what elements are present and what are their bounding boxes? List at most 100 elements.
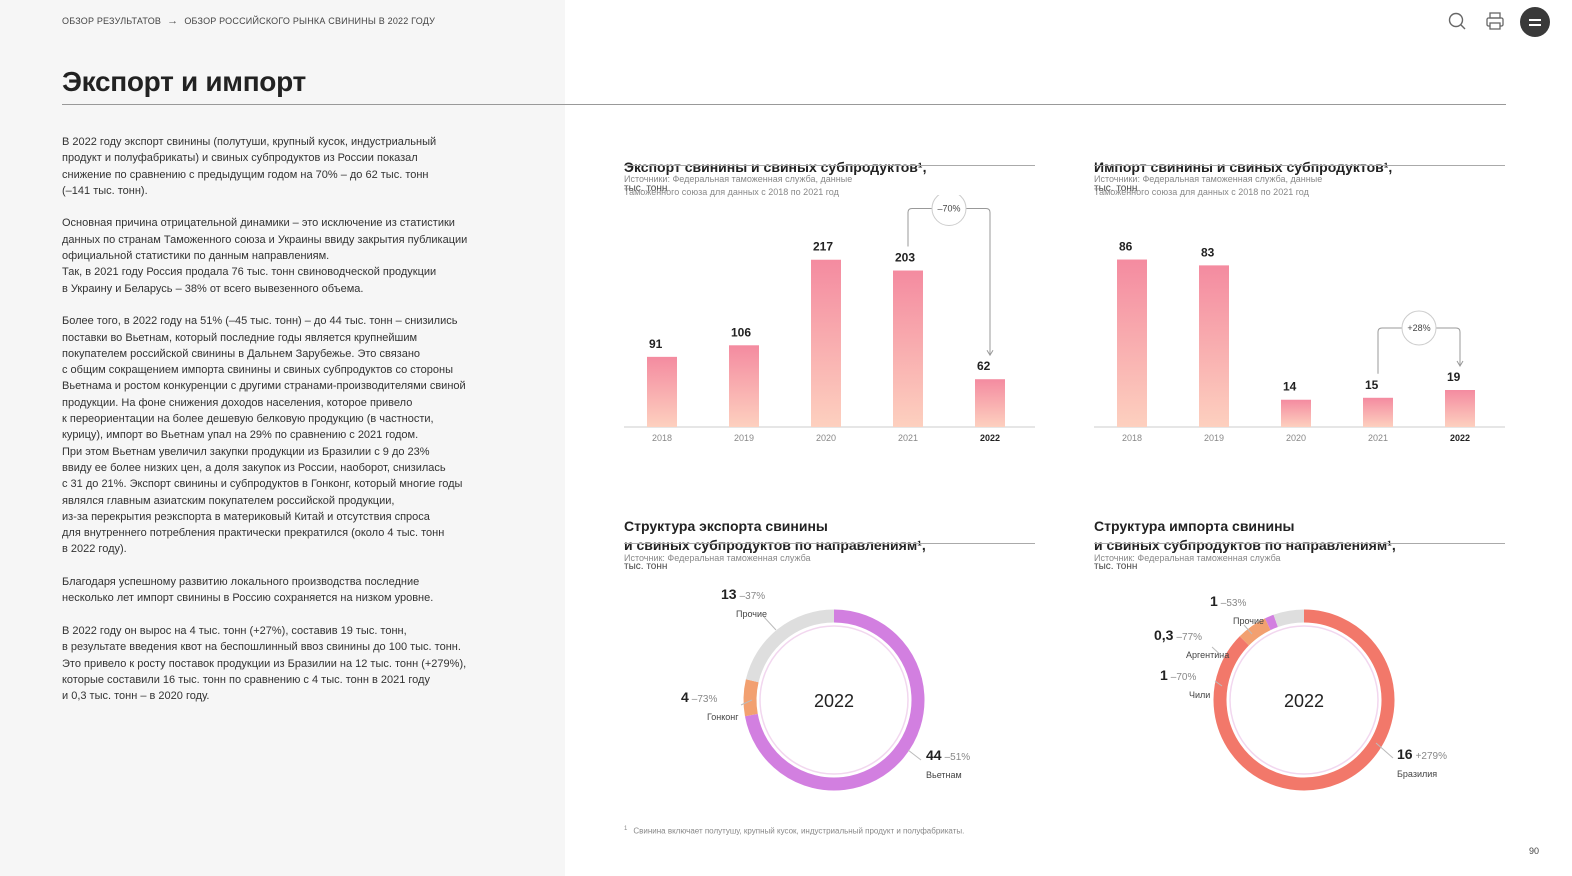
- leader-line: [1211, 646, 1225, 659]
- donut-center-label: 2022: [814, 691, 854, 711]
- slice-value: 16: [1397, 746, 1413, 762]
- export-structure-title-text: Структура экспорта свинины и свиных субп…: [624, 518, 926, 553]
- donut-center-label: 2022: [1284, 691, 1324, 711]
- donut-inner-ring: [1229, 625, 1379, 775]
- slice-value: 1: [1160, 667, 1168, 683]
- arrow-down-icon: [1456, 360, 1464, 367]
- change-label: –70%: [937, 204, 960, 214]
- donut-slice-Чили: [1239, 618, 1271, 646]
- slice-name-label: Гонконг: [707, 712, 739, 722]
- leader-line: [1214, 680, 1223, 687]
- x-tick-label: 2020: [1286, 433, 1306, 443]
- export-bar-chart: 91 2018 106 2019 217 2020 203 2021 62 2022 –70%: [624, 195, 1035, 443]
- x-tick-label: 2019: [1204, 433, 1224, 443]
- print-icon[interactable]: [1484, 10, 1506, 32]
- body-text: В 2022 году экспорт свинины (полутуши, к…: [62, 134, 507, 721]
- slice-value-label: 44 –51%: [926, 747, 970, 763]
- leader-line: [1243, 624, 1253, 635]
- slice-value: 44: [926, 747, 942, 763]
- donut-slice-Прочие: [1273, 609, 1305, 628]
- left-panel-background: [0, 0, 565, 876]
- import-bar-chart: 86 2018 83 2019 14 2020 15 2021 19 2022 +28%: [1094, 240, 1505, 443]
- bar-value-label: 83: [1201, 245, 1215, 259]
- footnote-mark: 1: [624, 826, 628, 832]
- slice-change: –73%: [692, 694, 718, 705]
- breadcrumb: ОБЗОР РЕЗУЛЬТАТОВ → ОБЗОР РОССИЙСКОГО РЫ…: [62, 15, 435, 27]
- export-chart-unit: тыс. тонн: [624, 183, 668, 194]
- slice-name-label: Прочие: [1233, 616, 1264, 626]
- bar-2018: [1117, 259, 1147, 427]
- slice-value: 4: [681, 689, 689, 705]
- bar-2022: [1445, 390, 1475, 427]
- x-tick-label: 2020: [816, 433, 836, 443]
- bar-2021: [893, 270, 923, 427]
- menu-icon-line: [1529, 24, 1541, 26]
- bar-2020: [1281, 399, 1311, 427]
- x-tick-label: 2021: [1368, 433, 1388, 443]
- breadcrumb-item-market[interactable]: ОБЗОР РОССИЙСКОГО РЫНКА СВИНИНЫ В 2022 Г…: [184, 16, 436, 26]
- bar-value-label: 203: [895, 251, 915, 265]
- breadcrumb-item-results[interactable]: ОБЗОР РЕЗУЛЬТАТОВ: [62, 16, 162, 26]
- import-chart-source: Источники: Федеральная таможенная служба…: [1094, 174, 1323, 197]
- leader-line: [1375, 742, 1394, 759]
- bar-2021: [1363, 397, 1393, 427]
- export-structure-donut: 2022 44 –51% Вьетнам 4 –73% Гонконг 13 –37% Прочи…: [681, 586, 970, 791]
- x-tick-label: 2019: [734, 433, 754, 443]
- donut-slice-Бразилия: [1213, 609, 1395, 791]
- bar-value-label: 86: [1119, 240, 1133, 254]
- paragraph: Благодаря успешному развитию локального …: [62, 576, 434, 605]
- export-chart-title: Экспорт свинины и свиных субпродуктов¹, …: [624, 139, 926, 198]
- bar-2020: [811, 259, 841, 427]
- import-chart-unit: тыс. тонн: [1094, 183, 1138, 194]
- donut-slice-Аргентина: [1264, 614, 1278, 631]
- slice-name-label: Аргентина: [1186, 650, 1229, 660]
- paragraph: В 2022 году он вырос на 4 тыс. тонн (+27…: [62, 624, 467, 703]
- change-badge: [1401, 310, 1437, 346]
- bar-value-label: 91: [649, 337, 663, 351]
- slice-change: –77%: [1176, 632, 1202, 643]
- slice-change: –51%: [945, 752, 971, 763]
- import-structure-unit: тыс. тонн: [1094, 561, 1138, 572]
- slice-value-label: 4 –73%: [681, 689, 717, 705]
- export-chart-source: Источники: Федеральная таможенная служба…: [624, 174, 853, 197]
- search-icon[interactable]: [1446, 10, 1468, 32]
- donut-slice-Гонконг: [743, 679, 759, 717]
- slice-change: –70%: [1171, 672, 1197, 683]
- footnote: 1 Свинина включает полутушу, крупный кусо…: [624, 826, 964, 836]
- slice-value: 1: [1210, 593, 1218, 609]
- import-chart-title: Импорт свинины и свиных субпродуктов¹, т…: [1094, 139, 1392, 198]
- bar-value-label: 15: [1365, 378, 1379, 392]
- leader-line: [763, 616, 777, 631]
- paragraph: В 2022 году экспорт свинины (полутуши, к…: [62, 136, 437, 197]
- arrow-right-icon: →: [167, 15, 179, 27]
- export-structure-divider: [624, 543, 1035, 544]
- slice-value-label: 1 –70%: [1160, 667, 1196, 683]
- slice-name-label: Прочие: [736, 609, 767, 619]
- slice-name-label: Бразилия: [1397, 769, 1437, 779]
- slice-value-label: 1 –53%: [1210, 593, 1246, 609]
- slice-value-label: 0,3 –77%: [1154, 627, 1202, 643]
- bar-2022: [975, 379, 1005, 427]
- slice-change: +279%: [1416, 751, 1448, 762]
- x-tick-label: 2018: [652, 433, 672, 443]
- import-chart-divider: [1094, 165, 1505, 166]
- arrow-down-icon: [986, 349, 994, 357]
- import-structure-divider: [1094, 543, 1505, 544]
- slice-change: –37%: [740, 591, 766, 602]
- bar-value-label: 106: [731, 325, 751, 339]
- paragraph: Основная причина отрицательной динамики …: [62, 217, 468, 295]
- menu-button[interactable]: [1520, 7, 1550, 37]
- slice-value: 13: [721, 586, 737, 602]
- donut-slice-Вьетнам: [744, 609, 925, 791]
- import-structure-title: Структура импорта свинины и свиных субпр…: [1094, 498, 1396, 576]
- x-tick-label: 2022: [980, 433, 1000, 443]
- export-structure-source: Источник: Федеральная таможенная служба: [624, 553, 811, 563]
- change-label: +28%: [1407, 323, 1430, 333]
- import-chart-title-text: Импорт свинины и свиных субпродуктов¹,: [1094, 159, 1393, 175]
- change-badge: [931, 195, 967, 227]
- footnote-text: Свинина включает полутушу, крупный кусок…: [633, 826, 965, 836]
- bar-value-label: 19: [1447, 370, 1461, 384]
- export-chart-divider: [624, 165, 1035, 166]
- slice-name-label: Чили: [1189, 690, 1210, 700]
